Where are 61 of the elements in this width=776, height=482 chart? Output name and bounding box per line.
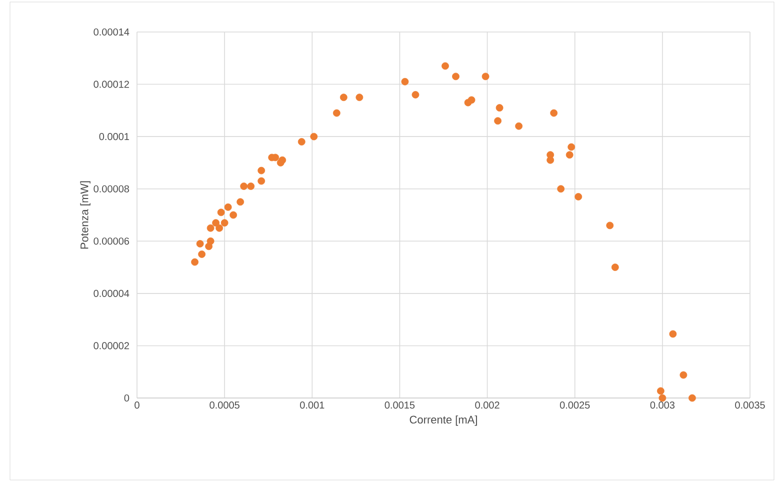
point bbox=[669, 330, 677, 338]
y-tick-label: 0 bbox=[124, 394, 130, 402]
x-tick-label: 0.0035 bbox=[735, 402, 765, 409]
point bbox=[220, 219, 228, 227]
point bbox=[442, 62, 449, 70]
point bbox=[452, 72, 460, 80]
point bbox=[611, 264, 619, 271]
y-tick-label: 0.00006 bbox=[94, 238, 130, 245]
point bbox=[196, 240, 204, 248]
point bbox=[191, 258, 198, 266]
point bbox=[206, 224, 214, 232]
x-tick-label: 0.0015 bbox=[384, 402, 415, 409]
point bbox=[680, 371, 688, 379]
y-tick-label: 0.00014 bbox=[94, 28, 130, 36]
point bbox=[550, 109, 558, 117]
point bbox=[482, 72, 490, 80]
y-tick-label: 0.00004 bbox=[94, 290, 130, 297]
point bbox=[574, 193, 582, 200]
point bbox=[224, 203, 232, 211]
point bbox=[688, 394, 696, 402]
x-tick-label: 0 bbox=[134, 402, 140, 409]
point bbox=[566, 151, 574, 159]
x-tick-label: 0.0005 bbox=[210, 402, 240, 409]
point bbox=[568, 143, 576, 151]
x-axis-title: Corrente [mA] bbox=[410, 415, 477, 426]
point bbox=[216, 224, 224, 232]
x-tick-label: 0.003 bbox=[650, 402, 675, 409]
point bbox=[356, 94, 364, 102]
point bbox=[236, 198, 244, 206]
point bbox=[401, 78, 409, 86]
x-tick-label: 0.001 bbox=[300, 402, 324, 409]
y-axis-title: Potenza [mW] bbox=[80, 181, 90, 249]
point bbox=[310, 132, 318, 140]
point bbox=[496, 104, 504, 112]
point bbox=[606, 222, 614, 230]
x-tick-label: 0.002 bbox=[475, 402, 500, 409]
x-tick-label: 0.0025 bbox=[560, 402, 590, 409]
point bbox=[332, 109, 340, 117]
point bbox=[278, 156, 286, 164]
point bbox=[656, 387, 664, 395]
point bbox=[515, 122, 523, 130]
point bbox=[658, 394, 666, 402]
point bbox=[412, 91, 420, 98]
point bbox=[468, 96, 476, 104]
y-tick-label: 0.00008 bbox=[94, 185, 130, 192]
y-tick-label: 0.00002 bbox=[94, 342, 129, 350]
point bbox=[557, 185, 565, 193]
point bbox=[494, 117, 502, 125]
point bbox=[212, 219, 220, 227]
y-tick-label: 0.0001 bbox=[99, 133, 129, 140]
point bbox=[230, 211, 238, 219]
point bbox=[247, 182, 255, 190]
point bbox=[258, 166, 266, 174]
y-tick-label: 0.00012 bbox=[94, 80, 129, 88]
point bbox=[206, 237, 214, 245]
point bbox=[217, 208, 225, 216]
point bbox=[198, 250, 206, 258]
point bbox=[298, 138, 306, 146]
point bbox=[258, 177, 266, 185]
point bbox=[240, 182, 248, 190]
point bbox=[340, 94, 348, 102]
